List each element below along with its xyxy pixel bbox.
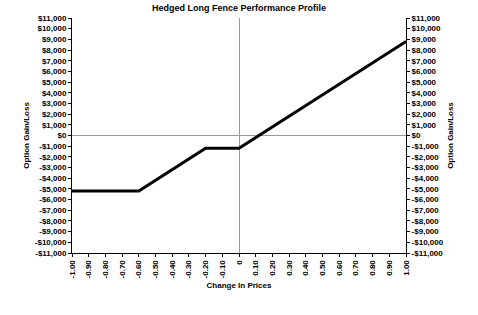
svg-text:$11,000: $11,000 <box>412 14 441 23</box>
svg-text:$0: $0 <box>57 131 66 140</box>
svg-text:-0.90: -0.90 <box>84 260 93 279</box>
svg-text:0.20: 0.20 <box>268 260 277 276</box>
svg-text:$1,000: $1,000 <box>42 121 67 130</box>
svg-text:-0.70: -0.70 <box>118 260 127 279</box>
svg-text:$2,000: $2,000 <box>42 110 67 119</box>
svg-text:0.90: 0.90 <box>385 260 394 276</box>
svg-text:-$5,000: -$5,000 <box>412 185 440 194</box>
svg-text:-$8,000: -$8,000 <box>39 217 67 226</box>
svg-text:-$10,000: -$10,000 <box>35 238 67 247</box>
svg-text:-$4,000: -$4,000 <box>412 174 440 183</box>
svg-text:-$1,000: -$1,000 <box>39 142 67 151</box>
svg-text:-0.60: -0.60 <box>134 260 143 279</box>
svg-text:-$4,000: -$4,000 <box>39 174 67 183</box>
svg-text:-$9,000: -$9,000 <box>39 227 67 236</box>
svg-text:0.80: 0.80 <box>368 260 377 276</box>
svg-text:$5,000: $5,000 <box>412 78 437 87</box>
svg-text:$7,000: $7,000 <box>412 57 437 66</box>
svg-text:-$3,000: -$3,000 <box>39 163 67 172</box>
svg-text:-$6,000: -$6,000 <box>412 195 440 204</box>
svg-text:$2,000: $2,000 <box>412 110 437 119</box>
svg-text:$10,000: $10,000 <box>412 24 441 33</box>
svg-text:-$8,000: -$8,000 <box>412 217 440 226</box>
svg-text:$4,000: $4,000 <box>412 89 437 98</box>
svg-text:Option Gain/Loss: Option Gain/Loss <box>446 102 455 169</box>
svg-text:$0: $0 <box>412 131 421 140</box>
svg-text:-1.00: -1.00 <box>68 260 77 279</box>
svg-text:Change In Prices: Change In Prices <box>207 281 272 290</box>
svg-text:-$11,000: -$11,000 <box>412 249 444 258</box>
svg-text:0.60: 0.60 <box>335 260 344 276</box>
svg-text:$9,000: $9,000 <box>42 35 67 44</box>
svg-text:-0.20: -0.20 <box>201 260 210 279</box>
svg-text:-0.50: -0.50 <box>151 260 160 279</box>
svg-text:-$2,000: -$2,000 <box>39 153 67 162</box>
svg-text:0.40: 0.40 <box>301 260 310 276</box>
svg-text:-$7,000: -$7,000 <box>412 206 440 215</box>
svg-text:0.70: 0.70 <box>352 260 361 276</box>
svg-text:$3,000: $3,000 <box>42 99 67 108</box>
svg-text:$6,000: $6,000 <box>42 67 67 76</box>
svg-text:1.00: 1.00 <box>402 260 411 276</box>
svg-text:$1,000: $1,000 <box>412 121 437 130</box>
svg-text:-$11,000: -$11,000 <box>35 249 67 258</box>
svg-text:$7,000: $7,000 <box>42 57 67 66</box>
svg-text:-$9,000: -$9,000 <box>412 227 440 236</box>
svg-text:-$7,000: -$7,000 <box>39 206 67 215</box>
svg-text:-0.10: -0.10 <box>218 260 227 279</box>
svg-text:-$6,000: -$6,000 <box>39 195 67 204</box>
svg-text:-$5,000: -$5,000 <box>39 185 67 194</box>
svg-text:$5,000: $5,000 <box>42 78 67 87</box>
svg-text:$11,000: $11,000 <box>38 14 67 23</box>
svg-text:0.50: 0.50 <box>318 260 327 276</box>
svg-text:-$1,000: -$1,000 <box>412 142 440 151</box>
svg-text:Hedged Long Fence Performance: Hedged Long Fence Performance Profile <box>152 3 326 13</box>
svg-text:$8,000: $8,000 <box>42 46 67 55</box>
svg-text:Option Gain/Loss: Option Gain/Loss <box>22 102 31 169</box>
svg-text:$6,000: $6,000 <box>412 67 437 76</box>
svg-text:$9,000: $9,000 <box>412 35 437 44</box>
svg-text:-$3,000: -$3,000 <box>412 163 440 172</box>
svg-text:0.30: 0.30 <box>285 260 294 276</box>
svg-text:-$10,000: -$10,000 <box>412 238 444 247</box>
svg-text:-0.30: -0.30 <box>185 260 194 279</box>
svg-text:0.10: 0.10 <box>251 260 260 276</box>
svg-text:0: 0 <box>235 260 244 265</box>
svg-text:-0.40: -0.40 <box>168 260 177 279</box>
svg-text:-$2,000: -$2,000 <box>412 153 440 162</box>
svg-text:$4,000: $4,000 <box>42 89 67 98</box>
svg-text:-0.80: -0.80 <box>101 260 110 279</box>
svg-text:$3,000: $3,000 <box>412 99 437 108</box>
svg-text:$10,000: $10,000 <box>37 24 66 33</box>
svg-text:$8,000: $8,000 <box>412 46 437 55</box>
